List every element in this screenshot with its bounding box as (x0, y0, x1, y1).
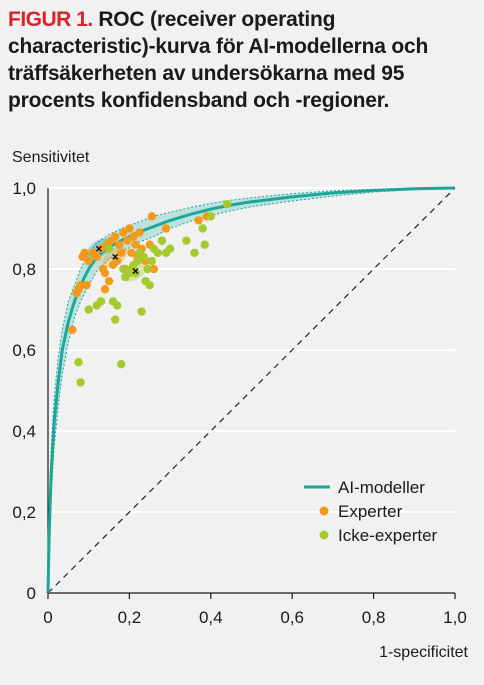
icke-experter-point-8 (112, 301, 122, 310)
icke-experter-point-30 (190, 248, 199, 257)
y-tick-label-5: 1,0 (12, 179, 36, 198)
experter-point-13 (100, 268, 110, 278)
icke-experter-point-32 (200, 240, 209, 249)
x-tick-label-4: 0,8 (362, 608, 386, 627)
y-tick-label-2: 0,4 (12, 422, 36, 441)
band-lower-line (47, 187, 456, 594)
legend-icke-experter-label: Icke-experter (338, 526, 438, 545)
icke-experter-point-1 (76, 378, 85, 387)
x-tick-labels: 0 0,2 0,4 0,6 0,8 1,0 (43, 593, 467, 627)
x-tick-label-0: 0 (43, 608, 52, 627)
icke-experter-point-29 (182, 236, 191, 245)
experter-point-21 (115, 240, 124, 249)
summary-marker-1 (112, 253, 119, 260)
icke-experter-point-7 (110, 315, 120, 324)
y-tick-labels: 0 0,2 0,4 0,6 0,8 1,0 (12, 179, 36, 603)
experter-point-23 (119, 228, 128, 237)
icke-experter-point-23 (147, 256, 156, 266)
legend-ai-label: AI-modeller (338, 478, 425, 497)
y-tick-label-0: 0 (27, 584, 36, 603)
figure-caption: ROC (receiver operating characteristic)-… (8, 8, 429, 112)
experter-point-22 (117, 248, 126, 257)
experter-point-38 (161, 224, 171, 233)
experter-point-35 (147, 212, 156, 221)
summary-points (95, 245, 139, 275)
legend: AI-modeller Experter Icke-experter (304, 478, 438, 545)
icke-experter-point-10 (119, 264, 128, 274)
experter-point-16 (104, 276, 114, 286)
icke-experter-point-34 (222, 200, 232, 209)
icke-experter-point-0 (74, 357, 83, 367)
experter-point-31 (135, 228, 144, 237)
experter-point-20 (112, 256, 122, 266)
x-tick-label-2: 0,4 (199, 608, 223, 627)
icke-experter-point-18 (137, 307, 146, 316)
summary-marker-2 (132, 267, 139, 275)
x-axis-label: 1-specificitet (379, 644, 468, 661)
icke-experter-point-15 (131, 268, 140, 278)
experter-point-26 (125, 224, 134, 233)
icke-experter-point-31 (198, 224, 207, 233)
y-axis-label: Sensitivitet (12, 149, 90, 166)
experter-point-29 (131, 240, 140, 249)
icke-experter-point-21 (143, 264, 152, 274)
experter-point-10 (96, 244, 106, 253)
icke-experter-point-2 (84, 305, 93, 314)
figure-label: FIGUR 1. (8, 8, 93, 31)
icke-experter-point-19 (139, 252, 148, 262)
experter-point-6 (82, 281, 91, 290)
experter-point-28 (129, 232, 138, 241)
icke-experter-point-28 (165, 244, 175, 253)
experter-point-39 (194, 216, 203, 225)
experter-point-27 (127, 248, 136, 257)
icke-experter-point-5 (104, 244, 114, 253)
ai-confidence-band (47, 187, 456, 594)
icke-experter-point-16 (133, 256, 142, 266)
experter-point-7 (84, 256, 93, 266)
experter-point-25 (123, 236, 132, 245)
icke-experter-point-9 (117, 359, 126, 369)
experter-point-0 (68, 325, 77, 334)
x-tick-label-5: 1,0 (443, 608, 467, 627)
ai-roc-curve (46, 186, 456, 594)
legend-icke-experter-swatch (319, 530, 329, 540)
experter-points (68, 212, 211, 334)
x-tick-label-3: 0,6 (280, 608, 304, 627)
icke-experter-point-26 (157, 236, 167, 245)
y-tick-label-4: 0,8 (12, 260, 36, 279)
figure-title: FIGUR 1. ROC (receiver operating charact… (8, 6, 478, 114)
experter-point-3 (76, 281, 85, 290)
experter-point-9 (92, 252, 102, 262)
summary-marker-0 (95, 245, 102, 252)
icke-experter-point-33 (206, 212, 215, 221)
grid-lines (48, 187, 455, 513)
experter-point-36 (149, 264, 159, 274)
legend-experter-label: Experter (338, 502, 403, 521)
icke-experter-points (74, 200, 232, 387)
diagonal-reference-line (47, 187, 456, 594)
icke-experter-point-25 (153, 248, 163, 257)
y-tick-label-1: 0,2 (12, 503, 36, 522)
experter-point-14 (100, 285, 110, 294)
experter-point-19 (110, 232, 120, 241)
x-tick-label-1: 0,2 (118, 608, 142, 627)
legend-experter-swatch (319, 506, 329, 516)
y-tick-label-3: 0,6 (12, 341, 36, 360)
icke-experter-point-22 (145, 281, 154, 290)
icke-experter-point-4 (96, 297, 106, 306)
experter-point-5 (80, 248, 89, 257)
